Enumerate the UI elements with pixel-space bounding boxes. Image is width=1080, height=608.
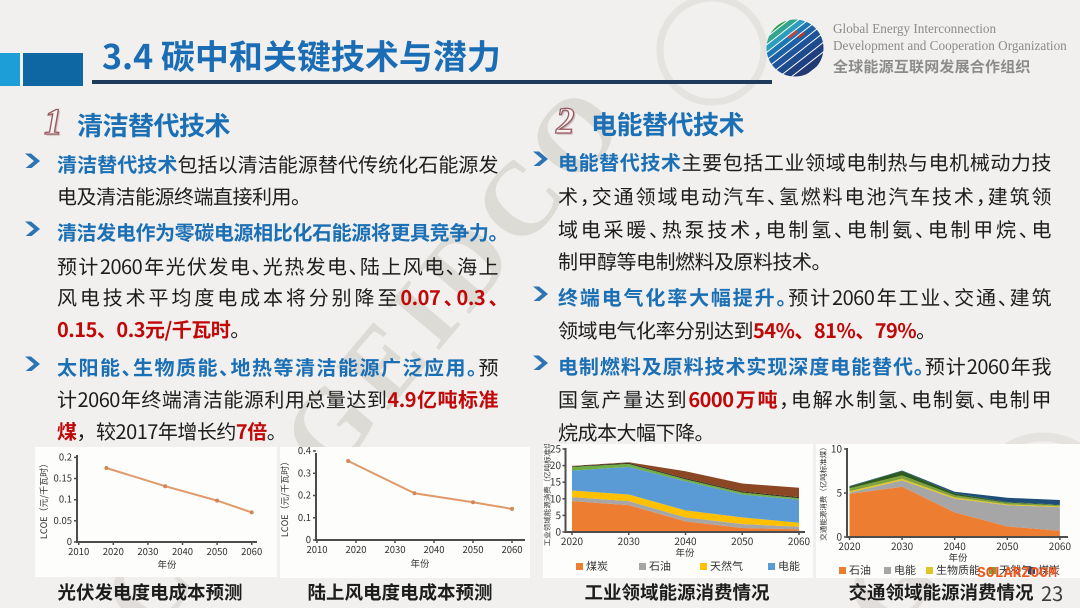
svg-text:2030: 2030 — [137, 544, 158, 558]
svg-text:0.2: 0.2 — [59, 449, 72, 463]
svg-text:电能: 电能 — [894, 562, 916, 578]
svg-text:2020: 2020 — [103, 544, 124, 558]
svg-text:0.15: 0.15 — [54, 471, 72, 485]
svg-text:20: 20 — [550, 457, 562, 472]
svg-text:交通能源消费（亿吨标准煤）: 交通能源消费（亿吨标准煤） — [818, 444, 829, 541]
svg-text:2010: 2010 — [306, 542, 327, 556]
svg-text:年份: 年份 — [410, 556, 430, 570]
svg-text:2020: 2020 — [561, 533, 584, 548]
svg-text:5: 5 — [836, 485, 842, 500]
svg-text:0.4: 0.4 — [298, 447, 311, 457]
svg-text:2050: 2050 — [731, 533, 754, 548]
svg-text:10: 10 — [550, 490, 562, 505]
svg-text:石油: 石油 — [849, 562, 871, 578]
svg-text:工业领域能源消费（亿吨标准煤）: 工业领域能源消费（亿吨标准煤） — [543, 444, 553, 546]
svg-text:2060: 2060 — [501, 542, 522, 556]
svg-text:2050: 2050 — [462, 542, 483, 556]
svg-text:2060: 2060 — [788, 533, 811, 548]
svg-text:2030: 2030 — [384, 542, 405, 556]
svg-text:LCOE（元/千瓦时）: LCOE（元/千瓦时） — [280, 457, 291, 537]
svg-text:10: 10 — [831, 444, 843, 456]
svg-text:天然气: 天然气 — [999, 562, 1032, 578]
svg-text:2050: 2050 — [207, 544, 228, 558]
svg-text:0: 0 — [555, 524, 561, 539]
svg-text:年份: 年份 — [675, 545, 695, 559]
svg-text:0: 0 — [67, 534, 72, 548]
svg-text:25: 25 — [550, 444, 562, 456]
svg-text:2040: 2040 — [172, 544, 193, 558]
svg-text:0: 0 — [306, 532, 311, 546]
svg-text:LCOE（元/千瓦时）: LCOE（元/千瓦时） — [37, 459, 50, 539]
svg-text:2040: 2040 — [423, 542, 444, 556]
svg-text:2060: 2060 — [241, 544, 262, 558]
svg-text:年份: 年份 — [157, 557, 177, 571]
svg-text:5: 5 — [555, 507, 561, 522]
svg-text:电能: 电能 — [778, 558, 800, 574]
svg-text:天然气: 天然气 — [710, 558, 743, 574]
svg-text:年份: 年份 — [948, 550, 968, 564]
svg-text:0.1: 0.1 — [298, 510, 311, 524]
svg-text:2020: 2020 — [345, 542, 366, 556]
svg-text:煤炭: 煤炭 — [586, 558, 608, 574]
svg-text:石油: 石油 — [649, 558, 671, 574]
svg-text:0.3: 0.3 — [298, 465, 311, 479]
svg-text:煤炭: 煤炭 — [1038, 562, 1060, 578]
svg-text:2040: 2040 — [674, 533, 697, 548]
svg-text:2060: 2060 — [1049, 538, 1072, 553]
svg-text:2010: 2010 — [68, 544, 89, 558]
svg-text:15: 15 — [550, 474, 562, 489]
svg-text:生物质能: 生物质能 — [936, 562, 980, 578]
svg-text:2040: 2040 — [944, 538, 967, 553]
svg-text:0: 0 — [836, 529, 842, 544]
svg-text:0.2: 0.2 — [298, 488, 311, 502]
svg-text:2020: 2020 — [838, 538, 861, 553]
svg-text:2050: 2050 — [996, 538, 1019, 553]
svg-text:0.05: 0.05 — [54, 513, 72, 527]
svg-text:2030: 2030 — [618, 533, 641, 548]
svg-text:0.1: 0.1 — [59, 492, 72, 506]
svg-text:2030: 2030 — [891, 538, 914, 553]
